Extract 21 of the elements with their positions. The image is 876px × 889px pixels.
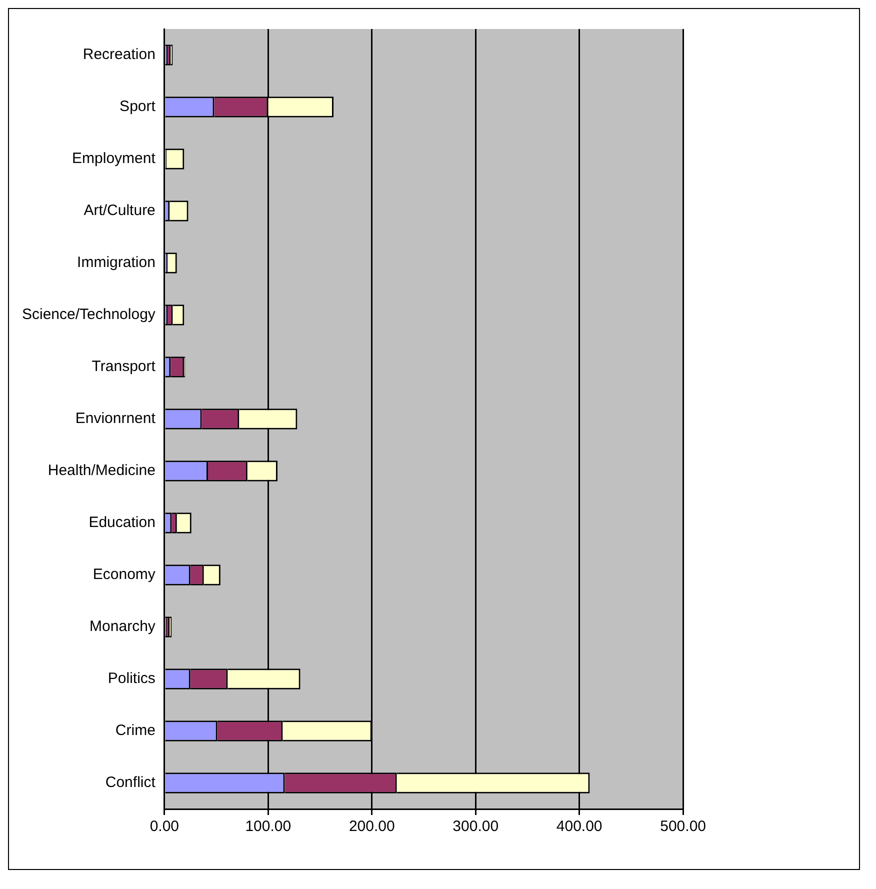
x-tick-label: 500.00 [660,818,706,836]
y-tick-label: Recreation [82,46,156,64]
x-tick-label: 300.00 [452,818,499,836]
y-tick-label: Politics [108,670,156,688]
y-tick-label: Health/Medicine [48,462,156,480]
y-tick-label: Science/Technology [22,306,156,324]
y-tick-label: Conflict [105,774,156,792]
x-tick-label: 0.00 [150,818,180,836]
y-tick-label: Monarchy [90,618,156,636]
y-tick-label: Envionrnent [75,410,156,428]
y-tick-label: Immigration [77,254,156,272]
y-tick-label: Sport [120,98,156,116]
x-tick-label: 200.00 [348,818,395,836]
y-tick-label: Transport [92,358,156,376]
y-tick-label: Employment [72,150,156,168]
y-tick-label: Crime [115,722,156,740]
x-tick-label: 400.00 [556,818,602,836]
y-tick-label: Education [88,514,156,532]
y-tick-label: Art/Culture [84,202,156,220]
y-tick-label: Economy [92,566,156,584]
x-tick-label: 100.00 [245,818,292,836]
